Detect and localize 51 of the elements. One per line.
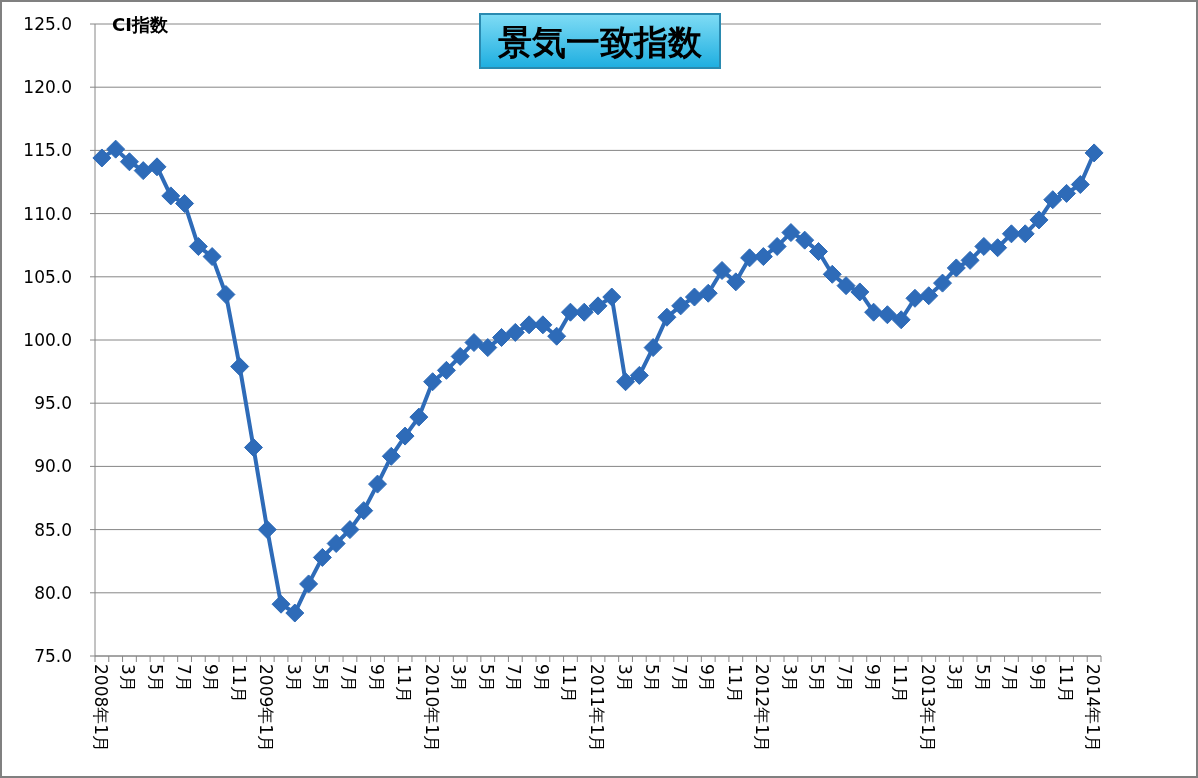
ytick-label: 90.0 [34,456,72,477]
ytick-label: 75.0 [34,646,72,666]
ytick-label: 105.0 [23,266,72,287]
xtick-label: 3月 [449,664,470,692]
xtick-label: 9月 [862,664,883,692]
ylabel: CI指数 [112,14,168,35]
xtick-label: 3月 [283,664,304,692]
xtick-label: 7月 [1000,664,1021,692]
xtick-label: 11月 [1055,664,1076,703]
xtick-label: 5月 [476,664,497,692]
xtick-label: 2012年1月 [752,664,773,753]
ytick-label: 80.0 [34,582,72,603]
xtick-label: 5月 [311,664,332,692]
xtick-label: 2008年1月 [90,664,111,753]
xtick-label: 9月 [697,664,718,692]
xtick-label: 5月 [146,664,166,692]
xtick-label: 2011年1月 [587,664,607,753]
xtick-label: 11月 [890,664,911,703]
xtick-label: 7月 [173,664,194,692]
xtick-label: 5月 [642,664,663,692]
title: 景気一致指数 [479,13,721,69]
xtick-label: 11月 [724,664,745,703]
ytick-label: 110.0 [23,203,72,224]
xtick-label: 2014年1月 [1083,664,1104,753]
ytick-label: 85.0 [34,519,72,540]
xtick-label: 5月 [807,664,828,692]
xtick-label: 11月 [394,664,415,703]
xtick-label: 2009年1月 [256,664,277,753]
xtick-label: 9月 [531,664,552,692]
xtick-label: 7月 [835,664,856,692]
xtick-label: 9月 [1028,664,1048,692]
xtick-label: 7月 [338,664,359,692]
xtick-label: 2010年1月 [421,664,442,753]
ytick-label: 100.0 [23,330,72,350]
xtick-label: 2013年1月 [917,664,938,753]
ytick-label: 115.0 [23,140,72,161]
xtick-label: 3月 [614,664,635,692]
xtick-label: 5月 [972,664,993,692]
ytick-label: 95.0 [34,393,72,414]
chart-title: 景気一致指数 [497,22,703,62]
xtick-label: 3月 [945,664,966,692]
xtick-label: 11月 [559,664,580,703]
ytick-label: 125.0 [23,14,72,34]
xtick-label: 3月 [779,664,800,692]
xtick-label: 7月 [669,664,690,692]
xtick-label: 9月 [201,664,222,692]
xtick-label: 3月 [118,664,139,692]
ytick-label: 120.0 [23,77,72,98]
xtick-label: 7月 [504,664,525,692]
xtick-label: 11月 [228,664,249,703]
xtick-label: 9月 [366,664,387,692]
